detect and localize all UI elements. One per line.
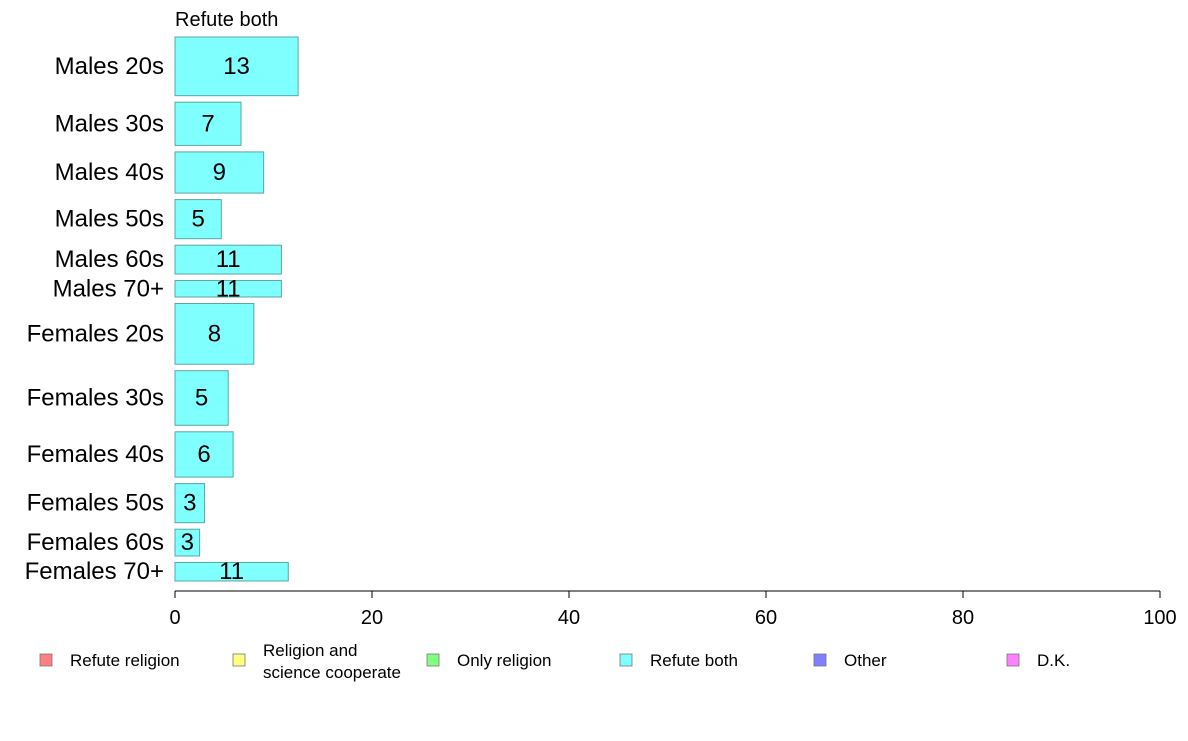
legend: Refute religion Religion and science coope… (39, 641, 1070, 682)
legend-swatch (39, 653, 53, 667)
category-label: Females 20s (27, 320, 164, 347)
bar-value-label: 11 (216, 246, 241, 273)
bar-value-label: 11 (216, 275, 241, 302)
bar (174, 280, 282, 298)
bar (174, 431, 234, 478)
bar (174, 528, 201, 557)
bar-value-label: 9 (213, 159, 226, 186)
bar (174, 36, 299, 97)
x-tick-label: 0 (169, 607, 180, 629)
bar-value-label: 11 (219, 558, 244, 585)
category-label: Males 40s (55, 159, 164, 186)
category-label: Males 70+ (53, 275, 164, 302)
x-tick-label: 80 (952, 607, 974, 629)
legend-swatch (813, 653, 827, 667)
bar-value-label: 6 (197, 441, 210, 468)
bar (174, 303, 255, 365)
category-label: Females 40s (27, 441, 164, 468)
x-tick-label: 60 (755, 607, 777, 629)
bar-value-label: 3 (181, 529, 194, 556)
legend-swatch (619, 653, 633, 667)
category-label: Females 30s (27, 385, 164, 412)
bar-value-label: 7 (201, 110, 214, 137)
category-label: Males 30s (55, 110, 164, 137)
x-tick-label: 20 (361, 607, 383, 629)
panel-title: Refute both (175, 9, 278, 31)
legend-label: science cooperate (263, 663, 401, 682)
legend-swatch (426, 653, 440, 667)
legend-swatch (1006, 653, 1020, 667)
x-tick-label: 40 (558, 607, 580, 629)
legend-label: Other (844, 651, 887, 670)
bar (174, 561, 289, 582)
bar (174, 370, 229, 426)
bar (174, 199, 222, 240)
bar (174, 151, 265, 194)
legend-label: Refute both (650, 651, 738, 670)
legend-swatch (232, 653, 246, 667)
category-label: Females 60s (27, 529, 164, 556)
category-label: Females 50s (27, 490, 164, 517)
bar-value-label: 3 (183, 490, 196, 517)
bar-value-label: 5 (195, 385, 208, 412)
bar (174, 244, 282, 275)
x-axis: 0 20 40 60 80 100 (169, 590, 1177, 629)
legend-label: Only religion (457, 651, 552, 670)
bar (174, 483, 206, 524)
category-label: Females 70+ (25, 558, 164, 585)
category-label: Males 60s (55, 246, 164, 273)
bar-value-label: 8 (208, 320, 221, 347)
bars-layer: 13 Males 20s 7 Males 30s 9 Males 40s 5 Males 50… (25, 36, 299, 585)
x-tick-label: 100 (1143, 607, 1176, 629)
bar (174, 101, 242, 146)
bar-value-label: 5 (191, 206, 204, 233)
legend-label: Refute religion (70, 651, 180, 670)
legend-label: Religion and (263, 641, 358, 660)
legend-label: D.K. (1037, 651, 1070, 670)
category-label: Males 50s (55, 206, 164, 233)
category-label: Males 20s (55, 53, 164, 80)
bar-value-label: 13 (223, 53, 250, 80)
